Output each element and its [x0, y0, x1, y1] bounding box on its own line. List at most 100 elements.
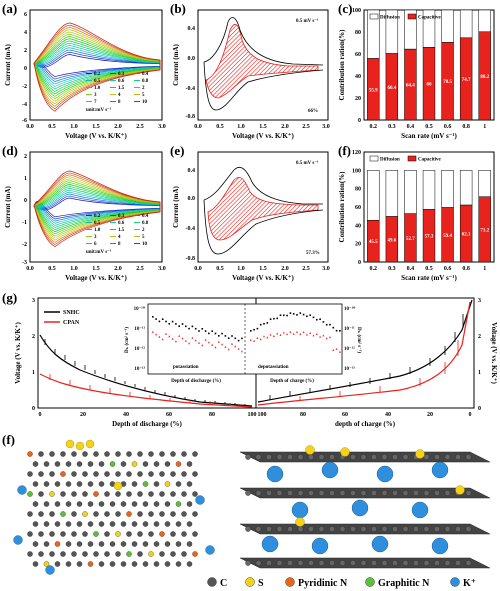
capacitive-percent: 57.3%	[306, 251, 320, 256]
xtick: 1.5	[92, 124, 100, 130]
k-ion	[266, 465, 284, 483]
lattice-atom	[148, 491, 154, 497]
lattice-atom	[32, 481, 39, 487]
snhc-discharge-curve	[39, 334, 253, 407]
layer-atom	[350, 490, 356, 496]
xtick: 2.5	[136, 124, 144, 130]
lattice-atom	[137, 471, 143, 477]
xtick: 0.5	[48, 124, 56, 130]
panel-g-label: (g)	[2, 290, 17, 305]
inset-point-cpan	[338, 350, 341, 353]
xtick: 0.5	[216, 124, 224, 130]
lattice-atom	[109, 561, 116, 567]
inset-point-snhc	[325, 323, 328, 326]
y-axis-label: Current (mA)	[172, 186, 180, 228]
lattice-atom	[126, 551, 132, 557]
x-axis-label-right: depth of charge (%)	[335, 420, 396, 428]
legend-entry: 6	[94, 242, 97, 247]
lattice-atom	[159, 531, 165, 537]
xtick: 2.0	[114, 124, 122, 130]
lattice-atom	[27, 551, 33, 557]
inset-point-cpan	[191, 336, 194, 339]
ytick: 0	[32, 406, 35, 412]
cv-curve	[33, 170, 161, 248]
lattice-atom	[60, 531, 66, 537]
lattice-atom	[142, 481, 149, 487]
yticks-c: 0 20 40 60 80 100	[352, 8, 361, 124]
lattice-atom	[186, 521, 193, 527]
y-axis-label-right: Voltage (V vs. K/K⁺)	[490, 322, 498, 384]
inset-point-snhc	[253, 328, 255, 331]
inset-ytick-right: 10⁻¹⁰	[344, 306, 356, 312]
k-ion	[321, 461, 339, 479]
ytick: 0.0	[188, 196, 196, 202]
sulfur-atom	[65, 439, 75, 449]
layer-atom	[287, 526, 293, 532]
inset-point-snhc	[191, 325, 194, 328]
lattice-atom	[153, 461, 160, 467]
sulfur-atom	[295, 517, 305, 527]
bar-diffusion	[459, 9, 473, 39]
lattice-atom	[82, 511, 88, 517]
layer-atom	[465, 526, 472, 532]
lattice-atom	[49, 471, 55, 477]
legend-entry: 8	[118, 242, 121, 247]
layer-atom	[465, 454, 472, 460]
xtick: 100	[248, 412, 257, 418]
bar-diffusion	[478, 9, 491, 33]
ytick: -0.4	[186, 226, 196, 232]
lattice-atom	[192, 471, 198, 477]
xtick: 100	[258, 412, 267, 418]
inset-point-cpan	[201, 344, 204, 347]
lattice-atom	[131, 541, 138, 547]
inset-point-cpan	[263, 335, 265, 338]
inset-point-cpan	[272, 334, 275, 337]
y-axis-label: Contribution ration(%)	[338, 29, 346, 101]
layer-atom	[276, 454, 283, 460]
x-axis-label: Voltage (V vs. K/K⁺)	[232, 132, 294, 140]
layer-atom	[318, 560, 325, 566]
ytick: 0.4	[188, 26, 196, 32]
lattice-atom	[104, 531, 110, 537]
xtick: 0.0	[26, 266, 34, 272]
lattice-atom	[175, 561, 182, 567]
lattice-atom	[120, 521, 127, 527]
lattice-atom	[27, 491, 33, 497]
legend-entry: 5	[142, 235, 145, 240]
bar-diffusion	[367, 170, 380, 221]
lattice-atom	[170, 451, 176, 457]
x-axis-label: Scan rate (mV s⁻¹)	[401, 274, 457, 282]
capacitive-region-b	[205, 23, 319, 99]
bar-capacitive	[385, 53, 399, 121]
xtick: 1.5	[259, 266, 267, 272]
inset-point-snhc	[296, 314, 298, 316]
lattice-atom	[170, 491, 176, 497]
ytick: -0.8	[186, 256, 196, 262]
ytick: -2	[22, 84, 27, 90]
inset-point-cpan	[322, 334, 325, 337]
lattice-atom	[175, 541, 182, 547]
ytick-right: 3	[478, 298, 481, 304]
y-axis-label: Current (mA)	[172, 44, 180, 86]
xtick: 1.0	[237, 124, 245, 130]
lattice-atom	[82, 531, 88, 537]
xtick: 3.0	[158, 266, 166, 272]
lattice-atom	[181, 531, 187, 537]
layer-atom	[287, 560, 293, 566]
layer-atom	[276, 526, 283, 532]
lattice-atom	[93, 551, 99, 557]
lattice-atom	[164, 541, 171, 547]
layer-atom	[423, 560, 430, 566]
lattice-atom	[159, 511, 165, 517]
panel-b: (b) 0.4 0.0 -0.4 -0.8 0.0 0.5 1.0 1.5 2.…	[170, 1, 330, 140]
bar-value-label: 57.3	[425, 235, 434, 240]
y-axis-label: Current (mA)	[4, 44, 12, 86]
sulfur-atom	[75, 441, 85, 451]
ytick: 0	[24, 198, 27, 204]
legend-entry: 0.5	[94, 221, 101, 226]
k-ion	[291, 501, 309, 519]
legend-cpan: CPAN	[63, 320, 80, 326]
x-axis-label: Voltage (V vs. K/K⁺)	[65, 132, 127, 140]
lattice-atom	[82, 451, 88, 457]
inset-point-snhc	[250, 330, 252, 332]
